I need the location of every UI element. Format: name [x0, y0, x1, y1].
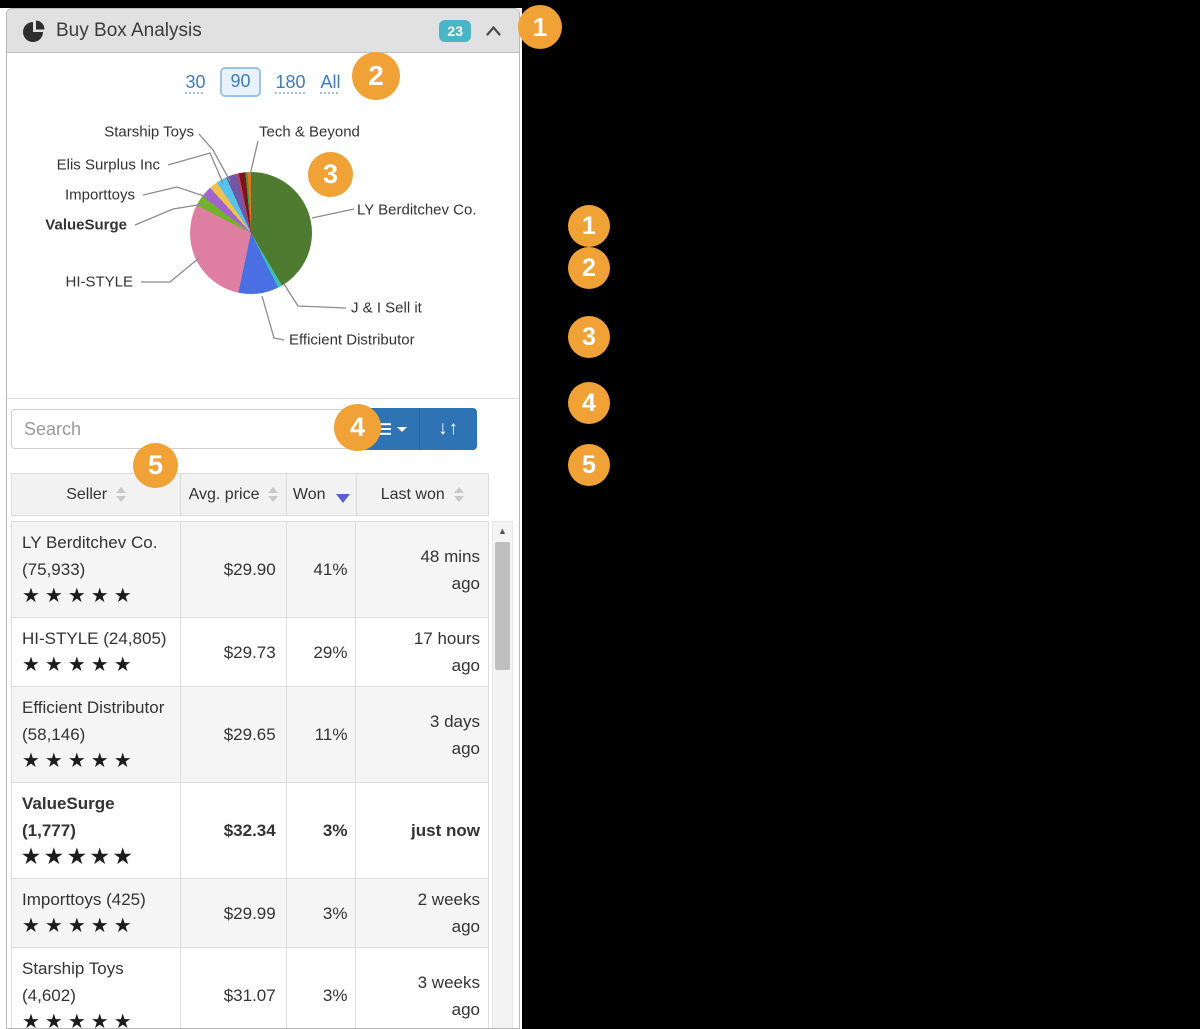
last-won-cell: 3 weeks ago — [417, 972, 480, 1019]
time-range-180[interactable]: 180 — [275, 71, 306, 92]
sort-descending-icon — [335, 494, 350, 503]
sort-neutral-icon — [116, 487, 127, 502]
legend-marker-5: 5 — [568, 444, 610, 486]
table-body-area: LY Berditchev Co. (75,933) ★★★★★ $29.90 41% 4… — [11, 521, 519, 1029]
time-range-90[interactable]: 90 — [220, 67, 261, 97]
table-row[interactable]: ValueSurge (1,777) ★★★★★ $32.34 3% just now — [12, 783, 488, 879]
time-range-all[interactable]: All — [320, 71, 341, 92]
seller-rating-stars: ★★★★★ — [22, 654, 137, 676]
page-title: Buy Box Analysis — [56, 19, 202, 41]
table-row[interactable]: Efficient Distributor (58,146) ★★★★★ $29.65… — [12, 687, 488, 783]
sort-arrows-icon: ↓↑ — [438, 418, 459, 439]
pie-label-importtoys: Importtoys — [64, 186, 135, 204]
panel-header: Buy Box Analysis 23 — [7, 9, 519, 53]
last-won-cell: 48 mins ago — [420, 546, 480, 593]
column-header-seller[interactable]: Seller — [12, 474, 182, 515]
column-header-won[interactable]: Won — [287, 474, 357, 515]
won-percent-cell: 11% — [287, 687, 357, 782]
sort-neutral-icon — [453, 487, 464, 502]
avg-price-cell: $29.99 — [181, 879, 287, 947]
sort-neutral-icon — [268, 487, 279, 502]
annotation-marker-5: 5 — [133, 443, 178, 488]
avg-price-cell: $31.07 — [181, 948, 287, 1028]
column-header-last-won[interactable]: Last won — [357, 474, 488, 515]
avg-price-cell: $29.73 — [181, 618, 287, 686]
last-won-cell: 3 days ago — [429, 711, 480, 758]
pie-label-ly-berditchev: LY Berditchev Co. — [357, 201, 477, 219]
chevron-up-icon[interactable] — [482, 24, 505, 38]
legend-marker-4: 4 — [568, 382, 610, 424]
seller-cell: ValueSurge (1,777) ★★★★★ — [12, 783, 182, 878]
annotation-marker-1: 1 — [518, 5, 562, 49]
seller-cell: LY Berditchev Co. (75,933) ★★★★★ — [12, 522, 182, 617]
search-input[interactable] — [11, 409, 353, 449]
seller-rating-stars: ★★★★★ — [22, 585, 137, 607]
pie-label-efficient-distributor: Efficient Distributor — [289, 331, 415, 349]
last-won-cell: just now — [411, 821, 480, 840]
sellers-table: Seller Avg. price Won Last won LY Berdit… — [11, 473, 519, 1029]
seller-cell: Importtoys (425) ★★★★★ — [12, 879, 182, 947]
avg-price-cell: $32.34 — [181, 783, 287, 878]
seller-rating-stars: ★★★★★ — [22, 915, 137, 937]
table-header-row: Seller Avg. price Won Last won — [11, 473, 489, 516]
avg-price-cell: $29.90 — [181, 522, 287, 617]
annotation-marker-2: 2 — [352, 52, 400, 100]
table-row[interactable]: Importtoys (425) ★★★★★ $29.99 3% 2 weeks ago — [12, 879, 488, 948]
pie-label-tech-and-beyond: Tech & Beyond — [259, 123, 360, 141]
pie-label-starship-toys: Starship Toys — [104, 123, 194, 141]
time-range-selector: 30 90 180 All — [7, 67, 519, 97]
scrollbar-thumb[interactable] — [495, 542, 510, 670]
table-row[interactable]: HI-STYLE (24,805) ★★★★★ $29.73 29% 17 hours … — [12, 618, 488, 687]
seller-cell: HI-STYLE (24,805) ★★★★★ — [12, 618, 182, 686]
seller-cell: Starship Toys (4,602) ★★★★★ — [12, 948, 182, 1029]
caret-down-icon — [396, 426, 407, 432]
seller-rating-stars: ★★★★★ — [22, 846, 137, 868]
won-percent-cell: 41% — [287, 522, 357, 617]
annotation-marker-3: 3 — [308, 152, 353, 197]
seller-rows: LY Berditchev Co. (75,933) ★★★★★ $29.90 41% 4… — [11, 521, 489, 1029]
time-range-30[interactable]: 30 — [185, 71, 206, 92]
avg-price-cell: $29.65 — [181, 687, 287, 782]
table-row[interactable]: LY Berditchev Co. (75,933) ★★★★★ $29.90 41% 4… — [12, 522, 488, 618]
toggle-sort-button[interactable]: ↓↑ — [419, 408, 477, 450]
won-percent-cell: 3% — [287, 879, 357, 947]
legend-marker-1: 1 — [568, 205, 610, 247]
seller-cell: Efficient Distributor (58,146) ★★★★★ — [12, 687, 182, 782]
seller-rating-stars: ★★★★★ — [22, 750, 137, 772]
won-percent-cell: 29% — [287, 618, 357, 686]
pie-chart-icon — [23, 20, 45, 42]
legend-marker-2: 2 — [568, 247, 610, 289]
buy-box-analysis-panel: Buy Box Analysis 23 30 90 180 All — [6, 8, 520, 1029]
scroll-up-icon[interactable]: ▲ — [498, 525, 507, 536]
pie-label-elis-surplus: Elis Surplus Inc — [56, 156, 160, 174]
annotation-marker-4: 4 — [334, 404, 381, 451]
table-scrollbar[interactable]: ▲ — [492, 521, 513, 1028]
table-toolbar: ↓↑ — [7, 398, 519, 453]
seller-count-badge: 23 — [439, 19, 471, 42]
buy-box-chart-section: 30 90 180 All Starship Toys Tech & Beyon… — [7, 53, 519, 398]
won-percent-cell: 3% — [287, 948, 357, 1028]
pie-label-hi-style: HI-STYLE — [65, 273, 133, 291]
won-percent-cell: 3% — [287, 783, 357, 878]
last-won-cell: 2 weeks ago — [417, 890, 480, 936]
widget-page: Buy Box Analysis 23 30 90 180 All — [0, 8, 522, 1029]
column-header-avg-price[interactable]: Avg. price — [181, 474, 287, 515]
legend-marker-3: 3 — [568, 316, 610, 358]
last-won-cell: 17 hours ago — [413, 629, 480, 675]
pie-label-j-and-i-sell-it: J & I Sell it — [351, 299, 422, 317]
buy-box-pie-chart[interactable] — [190, 172, 312, 294]
pie-label-valuesurge: ValueSurge — [45, 216, 127, 234]
seller-rating-stars: ★★★★★ — [22, 1011, 137, 1029]
table-row[interactable]: Starship Toys (4,602) ★★★★★ $31.07 3% 3 weeks… — [12, 948, 488, 1029]
